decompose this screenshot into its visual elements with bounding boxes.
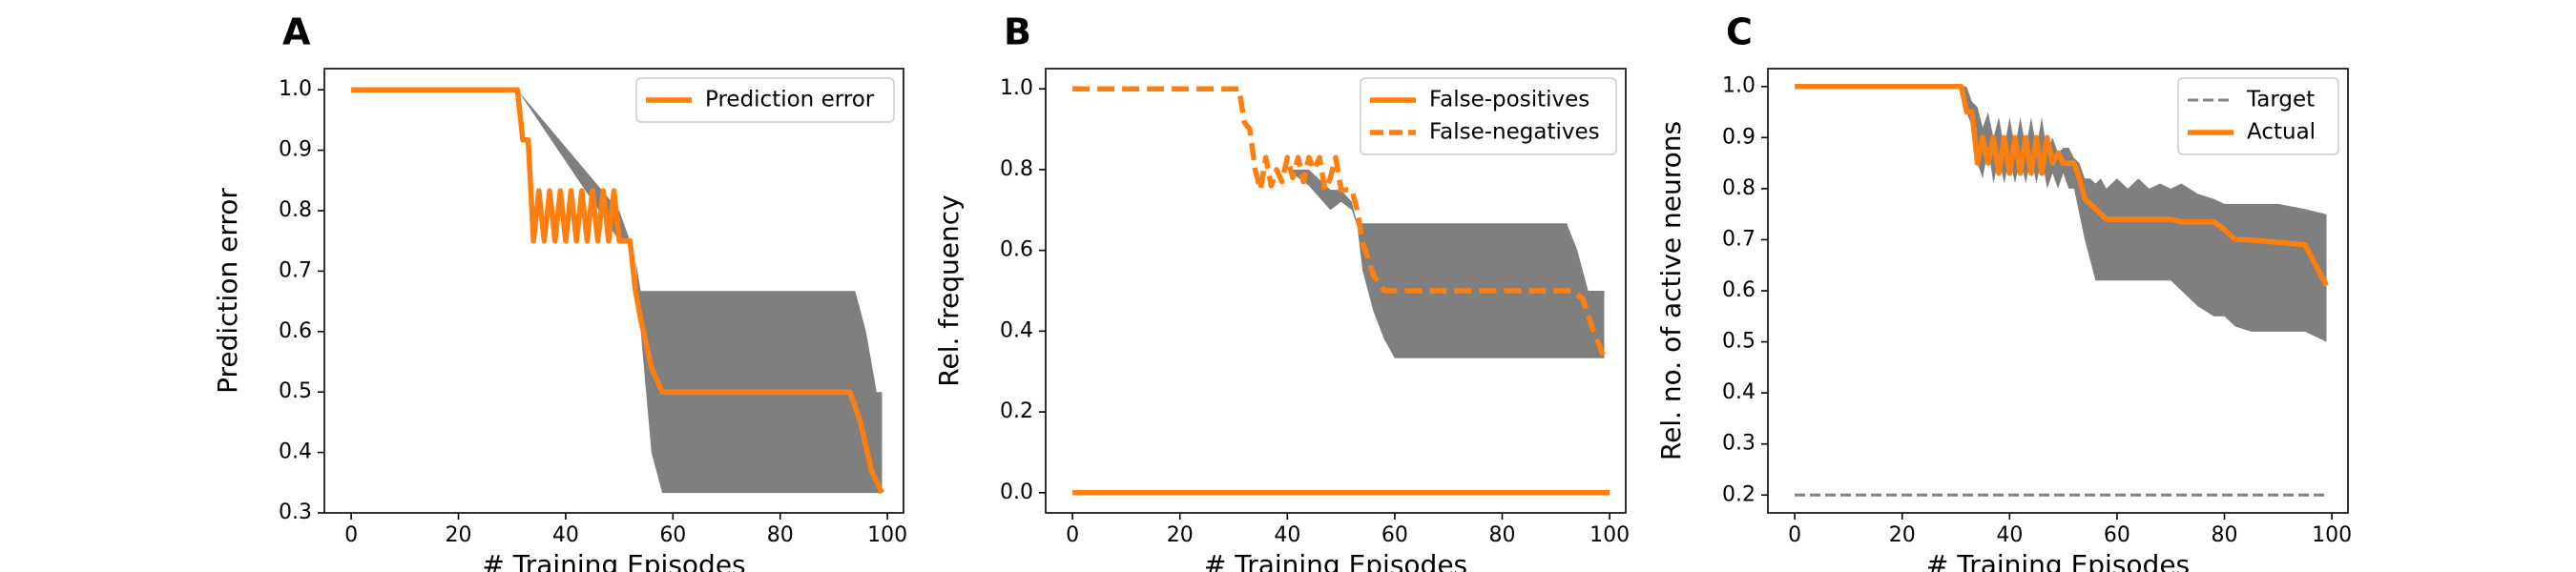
axes-frame: [323, 68, 904, 514]
y-tick-label: 0.8: [1000, 157, 1033, 181]
x-tick-label: 20: [1167, 523, 1194, 547]
x-axis-label: # Training Episodes: [1204, 549, 1467, 572]
y-tick-label: 0.5: [279, 379, 312, 403]
series-line-2: [1072, 86, 1608, 359]
x-tick-label: 20: [1889, 523, 1916, 547]
y-tick-label: 0.6: [1722, 278, 1755, 302]
panel-letter: C: [1726, 11, 1753, 53]
y-tick-label: 0.4: [1000, 318, 1033, 342]
y-tick-label: 1.0: [1000, 76, 1033, 100]
legend: False-positives False-negatives: [1360, 77, 1617, 155]
y-tick-label: 0.9: [1722, 125, 1755, 149]
x-axis-label: # Training Episodes: [1926, 549, 2190, 572]
series-line-2: [1795, 83, 2329, 287]
x-tick-label: 40: [1274, 523, 1300, 547]
x-tick-label: 100: [867, 523, 907, 547]
y-tick-label: 0.2: [1722, 482, 1755, 506]
y-tick-label: 0.6: [1000, 238, 1033, 262]
x-tick-label: 40: [552, 523, 579, 547]
y-tick-label: 0.9: [279, 138, 312, 162]
x-tick-label: 60: [2104, 523, 2130, 547]
panel-a: A 0 20 40 60 80 100 0.3 0.4 0.5 0.6 0.7 0.8 0.9 1.0 # T…: [212, 11, 907, 572]
x-tick-label: 60: [659, 523, 686, 547]
legend: Prediction error: [635, 77, 895, 123]
series-line-1: [351, 87, 884, 495]
x-axis-label: # Training Episodes: [482, 549, 745, 572]
y-tick-label: 0.6: [279, 319, 312, 343]
legend-label: False-negatives: [1429, 120, 1600, 145]
y-tick-label: 1.0: [279, 77, 312, 101]
y-tick-label: 0.3: [279, 500, 312, 524]
legend-label: Prediction error: [705, 88, 875, 112]
x-tick-label: 0: [1788, 523, 1801, 547]
y-tick-label: 0.7: [279, 258, 312, 282]
y-axis-label: Rel. no. of active neurons: [1655, 121, 1687, 460]
x-tick-label: 60: [1381, 523, 1408, 547]
x-tick-label: 100: [2312, 523, 2352, 547]
x-tick-label: 80: [1489, 523, 1516, 547]
y-axis-label: Prediction error: [212, 188, 243, 394]
legend-label: Target: [2246, 88, 2315, 112]
y-tick-label: 0.3: [1722, 432, 1755, 456]
y-axis-label: Rel. frequency: [933, 194, 965, 386]
x-tick-label: 40: [1996, 523, 2023, 547]
axes-frame: [1045, 68, 1627, 514]
y-tick-label: 0.8: [1722, 176, 1755, 200]
legend: Target Actual: [2177, 77, 2339, 155]
panel-letter: A: [282, 11, 311, 53]
x-tick-label: 0: [1066, 523, 1079, 547]
y-tick-label: 0.2: [1000, 399, 1033, 423]
y-tick-label: 0.7: [1722, 227, 1755, 251]
legend-label: Actual: [2247, 120, 2316, 145]
x-tick-label: 20: [446, 523, 472, 547]
confidence-band: [1795, 86, 2327, 342]
x-tick-label: 100: [1589, 523, 1630, 547]
panel-letter: B: [1004, 11, 1031, 53]
legend-label: False-positives: [1429, 88, 1589, 112]
y-tick-label: 1.0: [1722, 74, 1755, 98]
y-tick-label: 0.4: [279, 440, 312, 464]
y-tick-label: 0.0: [1000, 480, 1033, 504]
y-tick-label: 0.5: [1722, 330, 1755, 354]
x-tick-label: 80: [767, 523, 794, 547]
y-tick-label: 0.8: [279, 198, 312, 222]
x-tick-label: 0: [344, 523, 358, 547]
panel-c: C 0 20 40 60 80 100 0.2 0.3 0.4 0.5 0.6 0.7 0.8 0.9 1.0…: [1655, 11, 2352, 572]
legend-box: [2177, 77, 2339, 155]
x-tick-label: 80: [2212, 523, 2238, 547]
legend-box: [635, 77, 895, 123]
panel-b: B 0 20 40 60 80 100 0.0 0.2 0.4 0.6 0.8 1.0 # Trainin…: [933, 11, 1630, 572]
y-tick-label: 0.4: [1722, 380, 1755, 404]
legend-box: [1360, 77, 1617, 155]
